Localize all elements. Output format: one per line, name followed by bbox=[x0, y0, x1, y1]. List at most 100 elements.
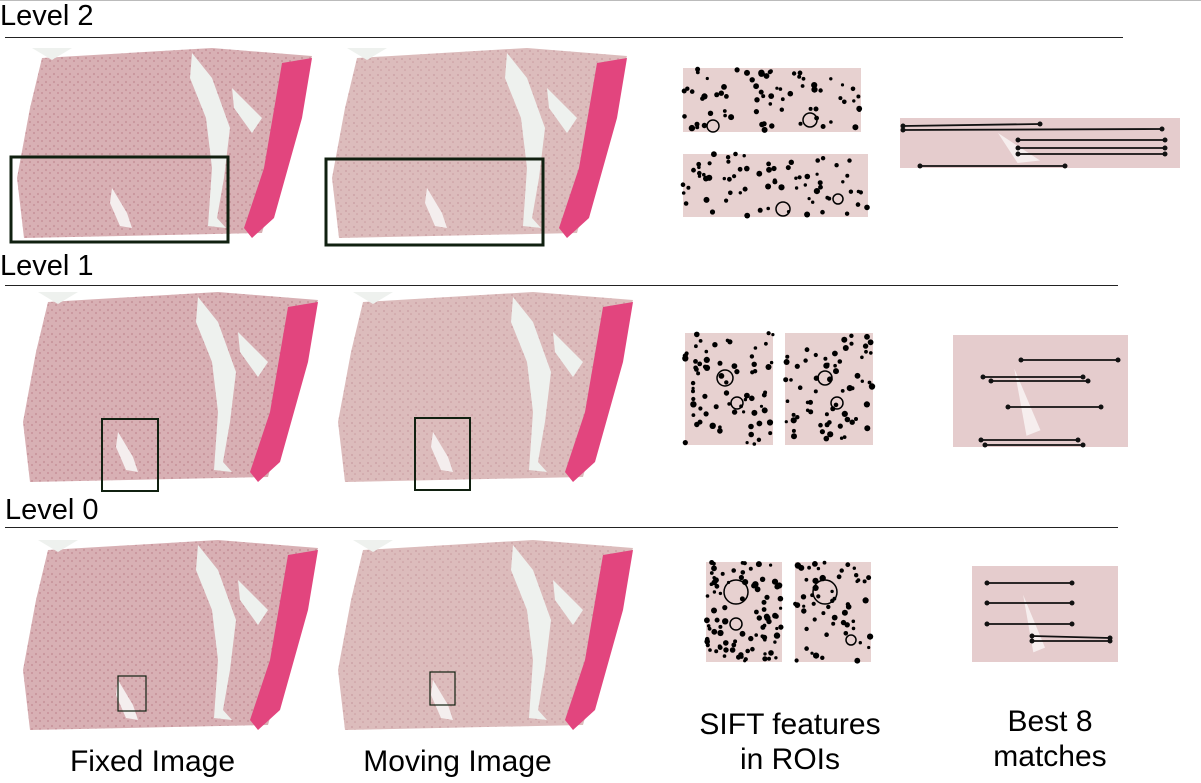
keypoint bbox=[773, 613, 779, 619]
keypoint bbox=[825, 195, 830, 200]
best-matches-level-1 bbox=[953, 335, 1128, 448]
fixed-image-caption: Fixed Image bbox=[69, 745, 236, 778]
keypoint bbox=[805, 400, 810, 405]
keypoint bbox=[745, 648, 750, 654]
keypoint bbox=[812, 561, 818, 567]
keypoint bbox=[867, 380, 872, 385]
keypoint bbox=[734, 369, 740, 375]
keypoint bbox=[797, 175, 802, 180]
keypoint bbox=[704, 617, 710, 624]
keypoint bbox=[830, 589, 834, 594]
tissue-lumen bbox=[547, 88, 577, 133]
keypoint bbox=[778, 87, 783, 91]
keypoint bbox=[815, 172, 819, 176]
keypoint bbox=[696, 371, 701, 376]
sift-panel-fixed-level-1 bbox=[682, 331, 775, 446]
keypoint bbox=[811, 200, 815, 204]
keypoint bbox=[697, 174, 702, 178]
keypoint bbox=[745, 441, 749, 445]
match-endpoint bbox=[1085, 378, 1091, 384]
keypoint bbox=[695, 125, 700, 130]
keypoint bbox=[811, 601, 816, 606]
keypoint bbox=[754, 586, 761, 593]
keypoint-scale-circle bbox=[812, 579, 838, 605]
roi-crop bbox=[683, 68, 861, 132]
keypoint bbox=[697, 170, 702, 176]
keypoint bbox=[756, 437, 762, 442]
keypoint bbox=[843, 631, 849, 636]
keypoint bbox=[773, 640, 777, 644]
keypoint bbox=[845, 602, 851, 607]
tissue-lumen bbox=[553, 580, 583, 625]
keypoint bbox=[695, 66, 701, 72]
keypoint bbox=[842, 435, 847, 439]
keypoint bbox=[854, 417, 858, 421]
keypoint bbox=[800, 594, 807, 600]
keypoint bbox=[854, 573, 859, 578]
keypoint bbox=[833, 363, 837, 368]
keypoint bbox=[851, 626, 856, 631]
fixed-image-level-2 bbox=[17, 48, 312, 238]
keypoint bbox=[742, 410, 746, 414]
keypoint bbox=[701, 122, 708, 129]
keypoint bbox=[696, 161, 702, 167]
stroma-band bbox=[244, 58, 312, 238]
keypoint bbox=[738, 574, 745, 581]
keypoint bbox=[794, 186, 799, 190]
tissue-lumen bbox=[238, 580, 268, 625]
keypoint bbox=[712, 561, 716, 566]
keypoint bbox=[680, 182, 686, 187]
keypoint bbox=[797, 74, 802, 79]
roi-box-fixed-level-2 bbox=[9, 155, 230, 244]
keypoint bbox=[790, 417, 797, 424]
keypoint bbox=[714, 617, 720, 623]
keypoint bbox=[761, 94, 766, 99]
keypoint bbox=[688, 124, 696, 132]
keypoint bbox=[753, 346, 758, 350]
keypoint bbox=[694, 121, 700, 127]
match-endpoint bbox=[1005, 404, 1011, 410]
keypoint bbox=[856, 578, 861, 582]
keypoint bbox=[856, 189, 861, 194]
keypoint bbox=[767, 69, 773, 75]
corner-gap bbox=[38, 292, 78, 304]
match-endpoint bbox=[1037, 121, 1043, 127]
keypoint bbox=[766, 419, 774, 426]
keypoint bbox=[752, 442, 757, 446]
keypoint bbox=[849, 419, 855, 425]
keypoint bbox=[771, 578, 779, 585]
keypoint bbox=[703, 364, 711, 371]
keypoint bbox=[756, 170, 763, 177]
keypoint bbox=[794, 658, 799, 663]
match-endpoint bbox=[980, 374, 986, 380]
keypoint bbox=[777, 595, 784, 602]
tissue-crack bbox=[190, 53, 230, 228]
keypoint-scale-circle bbox=[723, 579, 749, 605]
keypoint bbox=[733, 151, 738, 157]
corner-gap bbox=[353, 292, 393, 304]
keypoint bbox=[837, 359, 843, 364]
keypoint-scale-circle bbox=[845, 634, 857, 646]
keypoint bbox=[711, 607, 717, 614]
keypoint bbox=[831, 614, 838, 621]
keypoint bbox=[794, 363, 800, 369]
keypoint bbox=[713, 404, 719, 410]
keypoint bbox=[849, 333, 854, 338]
match-endpoint bbox=[988, 378, 994, 384]
keypoint bbox=[820, 209, 825, 215]
keypoint bbox=[695, 70, 700, 75]
keypoint bbox=[804, 626, 809, 632]
tissue-lumen bbox=[232, 88, 262, 133]
roi-box-moving-level-2 bbox=[324, 157, 545, 247]
keypoint bbox=[723, 647, 729, 653]
keypoint bbox=[762, 656, 768, 662]
roi-crop bbox=[685, 333, 773, 445]
match-endpoint bbox=[1029, 638, 1035, 644]
keypoint bbox=[703, 411, 709, 417]
keypoint bbox=[813, 652, 820, 659]
vessel-lumen bbox=[425, 188, 447, 228]
keypoint bbox=[852, 566, 856, 570]
keypoint bbox=[694, 331, 700, 338]
keypoint bbox=[714, 649, 719, 654]
keypoint bbox=[691, 386, 695, 390]
